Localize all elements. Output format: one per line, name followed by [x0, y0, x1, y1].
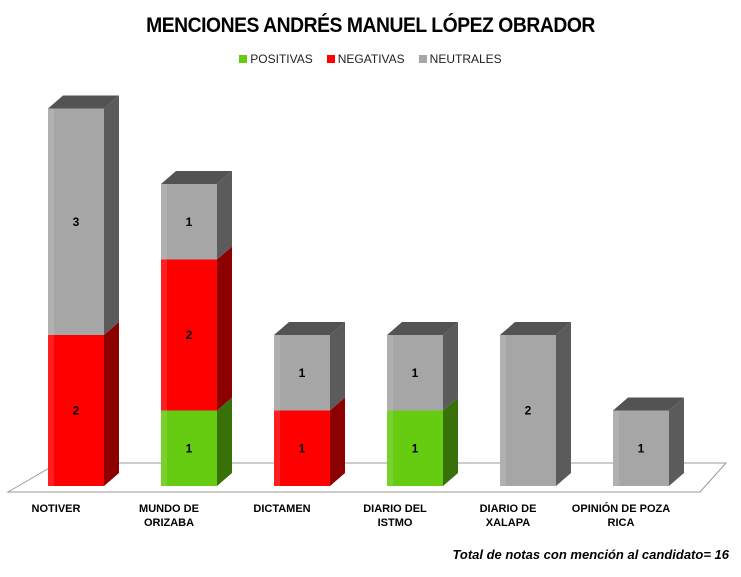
bar-side-neutrales-5: [669, 397, 684, 486]
bar-side-neutrales-4: [556, 322, 571, 486]
legend-item-positivas: POSITIVAS: [239, 52, 313, 66]
bar-negativas-0: [48, 335, 104, 486]
bar-side-neutrales-0: [104, 95, 119, 335]
category-label-line: RICA: [607, 517, 635, 529]
legend-label-positivas: POSITIVAS: [250, 52, 313, 66]
bar-highlight-positivas-3: [387, 410, 393, 486]
bar-highlight-negativas-2: [274, 410, 280, 486]
bar-top-neutrales-2: [274, 322, 345, 335]
bar-highlight-neutrales-5: [613, 410, 619, 486]
bar-negativas-1: [161, 259, 217, 411]
legend-label-negativas: NEGATIVAS: [337, 52, 405, 66]
category-label-line: XALAPA: [485, 517, 531, 529]
chart-footnote: Total de notas con mención al candidato=…: [452, 547, 729, 562]
bar-neutrales-0: [48, 108, 104, 335]
data-label-negativas-0: 2: [73, 404, 80, 418]
bar-highlight-negativas-0: [48, 335, 54, 486]
legend-swatch-neutrales: [418, 55, 427, 63]
category-label-line: NOTIVER: [31, 503, 81, 515]
bar-highlight-neutrales-1: [161, 184, 167, 260]
bar-neutrales-5: [613, 410, 669, 486]
category-label-2: DICTAMEN: [227, 502, 337, 516]
legend-label-neutrales: NEUTRALES: [429, 52, 502, 66]
category-label-line: OPINIÓN DE POZA: [571, 503, 671, 515]
bar-neutrales-2: [274, 335, 330, 411]
category-label-line: DICTAMEN: [253, 503, 311, 515]
bar-highlight-negativas-1: [161, 259, 167, 411]
legend-swatch-positivas: [239, 55, 248, 63]
bar-highlight-neutrales-0: [48, 108, 54, 335]
bar-neutrales-4: [500, 335, 556, 486]
bar-positivas-1: [161, 410, 217, 486]
data-label-neutrales-4: 2: [525, 404, 532, 418]
bar-highlight-neutrales-4: [500, 335, 506, 486]
chart-legend: POSITIVAS NEGATIVAS NEUTRALES: [0, 52, 741, 66]
category-label-0: NOTIVER: [1, 502, 111, 516]
chart-title: MENCIONES ANDRÉS MANUEL LÓPEZ OBRADOR: [146, 14, 595, 37]
category-label-3: DIARIO DEL ISTMO: [340, 502, 450, 530]
bar-top-neutrales-3: [387, 322, 458, 335]
legend-item-neutrales: NEUTRALES: [418, 52, 502, 66]
bar-top-neutrales-4: [500, 322, 571, 335]
legend-item-negativas: NEGATIVAS: [326, 52, 405, 66]
category-label-line: ORIZABA: [143, 517, 195, 529]
legend-swatch-negativas: [326, 55, 335, 63]
bar-highlight-neutrales-3: [387, 335, 393, 411]
data-label-positivas-3: 1: [412, 441, 419, 455]
bar-highlight-positivas-1: [161, 410, 167, 486]
data-label-neutrales-3: 1: [412, 366, 419, 380]
bar-negativas-2: [274, 410, 330, 486]
bar-top-neutrales-1: [161, 171, 232, 184]
bar-side-neutrales-1: [217, 171, 232, 260]
bar-side-positivas-3: [443, 397, 458, 486]
bar-highlight-neutrales-2: [274, 335, 280, 411]
data-label-neutrales-5: 1: [638, 441, 645, 455]
category-label-line: ISTMO: [377, 517, 413, 529]
data-label-neutrales-2: 1: [299, 366, 306, 380]
data-label-negativas-2: 1: [299, 441, 306, 455]
data-label-neutrales-1: 1: [186, 215, 193, 229]
category-label-4: DIARIO DE XALAPA: [453, 502, 563, 530]
bar-side-negativas-0: [104, 322, 119, 486]
category-label-line: DIARIO DE: [479, 503, 537, 515]
data-label-negativas-1: 2: [186, 328, 193, 342]
bar-neutrales-3: [387, 335, 443, 411]
category-label-5: OPINIÓN DE POZA RICA: [566, 502, 676, 530]
bar-neutrales-1: [161, 184, 217, 260]
bar-top-neutrales-0: [48, 95, 119, 109]
category-label-line: DIARIO DEL: [363, 503, 427, 515]
data-label-neutrales-0: 3: [73, 215, 80, 229]
category-label-line: MUNDO DE: [139, 503, 199, 515]
bar-positivas-3: [387, 410, 443, 486]
bar-top-neutrales-5: [613, 397, 684, 411]
bar-side-negativas-2: [330, 397, 345, 486]
data-label-positivas-1: 1: [186, 441, 193, 455]
category-label-1: MUNDO DE ORIZABA: [114, 502, 224, 530]
bar-side-neutrales-2: [330, 322, 345, 411]
bar-side-positivas-1: [217, 397, 232, 486]
bar-side-neutrales-3: [443, 322, 458, 411]
bar-side-negativas-1: [217, 246, 232, 411]
